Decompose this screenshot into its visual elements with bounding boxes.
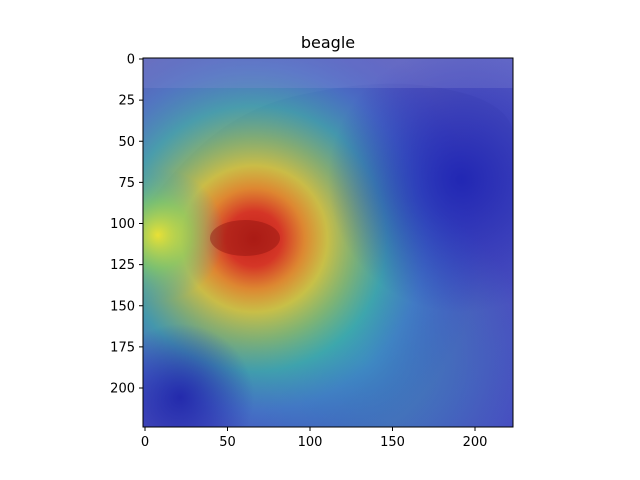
x-tick-label: 50: [219, 435, 236, 450]
y-axis: 0 25 50 75 100 125 150 175 200: [110, 53, 143, 397]
y-tick-label: 200: [110, 382, 135, 397]
heatmap-image: [143, 58, 513, 427]
y-tick-label: 125: [110, 258, 135, 273]
y-tick-label: 100: [110, 217, 135, 232]
axes-frame: [142, 57, 514, 428]
y-tick-label: 75: [118, 176, 135, 191]
y-tick-label: 150: [110, 299, 135, 314]
y-tick-label: 50: [118, 135, 135, 150]
y-tick-label: 25: [118, 94, 135, 109]
x-tick-label: 200: [463, 435, 488, 450]
figure-title: beagle: [301, 33, 355, 52]
x-axis: 0 50 100 150 200: [141, 427, 488, 450]
y-tick-label: 0: [127, 53, 135, 68]
x-tick-label: 150: [380, 435, 405, 450]
x-tick-label: 0: [141, 435, 149, 450]
y-tick-label: 175: [110, 340, 135, 355]
x-tick-label: 100: [298, 435, 323, 450]
